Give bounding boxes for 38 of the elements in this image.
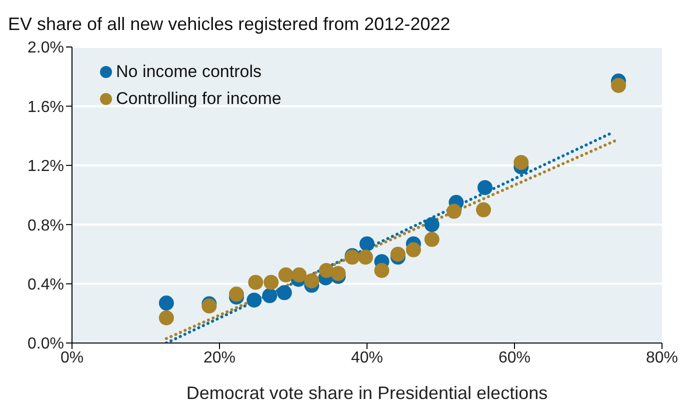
point (406, 242, 421, 258)
point (246, 292, 262, 308)
x-tick-label: 20% (203, 349, 236, 366)
chart-subtitle: EV share of all new vehicles registered from 2012-2022 (8, 14, 450, 35)
point (476, 202, 492, 218)
point (446, 204, 462, 219)
y-tick-label: 1.6% (28, 98, 64, 116)
point (228, 286, 244, 302)
y-tick-label: 1.2% (28, 158, 64, 176)
point (292, 267, 307, 282)
x-tick-label: 80% (646, 349, 678, 366)
point (276, 285, 292, 300)
point (264, 274, 279, 290)
y-tick-label: 2.0% (28, 40, 64, 57)
legend-label: No income controls (116, 61, 262, 83)
point (318, 262, 334, 278)
point (262, 288, 278, 304)
point (248, 274, 264, 290)
point (304, 273, 320, 288)
x-axis-title: Democrat vote share in Presidential elections (186, 383, 548, 403)
legend-label: Controlling for income (116, 88, 282, 110)
point (360, 236, 374, 252)
point (610, 78, 626, 93)
point (374, 262, 390, 278)
y-tick-label: 0.4% (28, 276, 64, 294)
point (424, 232, 440, 247)
point (478, 180, 492, 196)
point (278, 267, 294, 282)
x-tick-label: 40% (350, 349, 384, 366)
point (514, 154, 529, 170)
point (390, 246, 406, 262)
point (424, 217, 440, 232)
point (158, 310, 174, 326)
point (158, 296, 174, 311)
point (330, 266, 346, 281)
y-tick-label: 0.8% (28, 217, 64, 234)
point (358, 250, 374, 265)
x-tick-label: 60% (498, 349, 531, 366)
